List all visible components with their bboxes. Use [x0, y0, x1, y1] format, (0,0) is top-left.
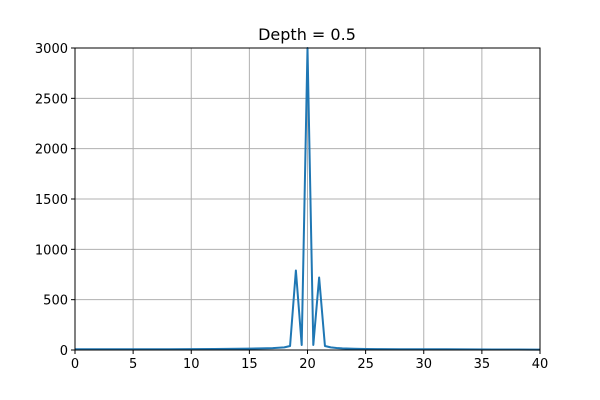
x-tick-label-5: 25 [357, 357, 374, 372]
y-tick-label-4: 2000 [35, 143, 68, 158]
x-tick-label-8: 40 [532, 357, 549, 372]
x-tick-label-3: 15 [241, 357, 258, 372]
y-tick-label-3: 1500 [35, 193, 68, 208]
x-tick-label-7: 35 [474, 357, 491, 372]
x-tick-label-1: 5 [129, 357, 137, 372]
x-tick-label-6: 30 [415, 357, 432, 372]
chart-title: Depth = 0.5 [258, 25, 356, 44]
grid [74, 47, 541, 351]
axis-ticks: 0 5 10 15 20 25 30 35 40 0 500 1000 1500 2000 2500 3000 [35, 42, 548, 372]
y-tick-label-6: 3000 [35, 42, 68, 57]
y-tick-label-5: 2500 [35, 92, 68, 107]
y-tick-label-2: 1000 [35, 243, 68, 258]
x-tick-label-4: 20 [299, 357, 316, 372]
x-tick-label-0: 0 [71, 357, 79, 372]
x-tick-label-2: 10 [183, 357, 200, 372]
y-tick-label-0: 0 [60, 344, 68, 359]
y-tick-label-1: 500 [43, 294, 68, 309]
